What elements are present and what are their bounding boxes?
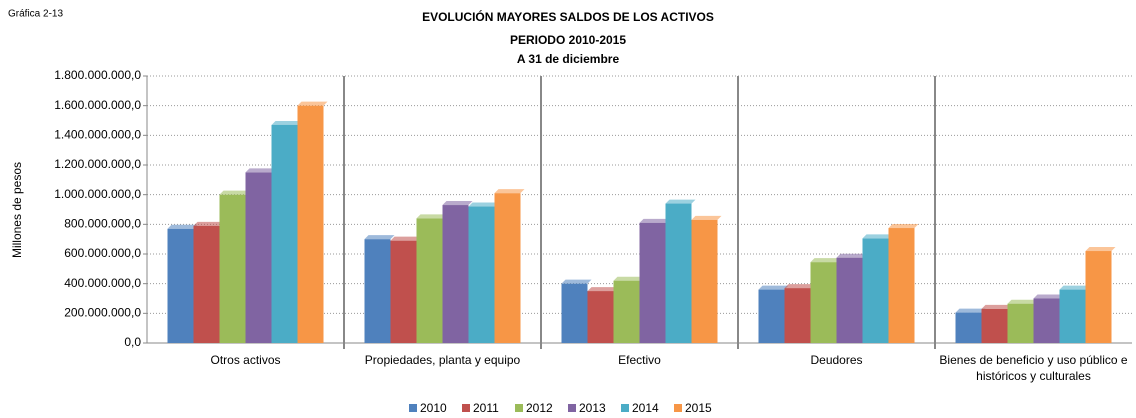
bar bbox=[888, 228, 915, 343]
bar bbox=[390, 240, 417, 343]
bar bbox=[494, 193, 521, 343]
bar bbox=[810, 262, 837, 343]
bar-top bbox=[665, 199, 696, 204]
y-tick-label: 1.400.000.000,0 bbox=[54, 128, 141, 142]
y-tick-label: 400.000.000,0 bbox=[64, 276, 141, 290]
bar bbox=[639, 222, 666, 343]
bar-top bbox=[494, 189, 525, 194]
y-tick-label: 0,0 bbox=[124, 335, 141, 349]
bar bbox=[613, 280, 640, 343]
chart-title: EVOLUCIÓN MAYORES SALDOS DE LOS ACTIVOS bbox=[422, 9, 714, 24]
bar-top bbox=[639, 218, 670, 223]
y-tick-label: 600.000.000,0 bbox=[64, 246, 141, 260]
legend-label: 2014 bbox=[632, 401, 659, 415]
legend-label: 2013 bbox=[579, 401, 606, 415]
bar-top bbox=[219, 190, 250, 195]
bar-top bbox=[691, 215, 722, 220]
bar-top bbox=[297, 101, 328, 106]
y-tick-label: 1.600.000.000,0 bbox=[54, 98, 141, 112]
bar bbox=[1007, 303, 1034, 343]
legend-label: 2010 bbox=[420, 401, 447, 415]
y-tick-label: 1.800.000.000,0 bbox=[54, 68, 141, 82]
legend-label: 2012 bbox=[526, 401, 553, 415]
bar bbox=[297, 105, 324, 344]
legend-label: 2011 bbox=[473, 401, 499, 415]
bar-top bbox=[442, 201, 473, 206]
bar-top bbox=[1059, 285, 1090, 290]
chart-subtitle: A 31 de diciembre bbox=[517, 52, 620, 66]
bar-top bbox=[193, 221, 224, 226]
bar-top bbox=[416, 214, 447, 219]
bar bbox=[691, 219, 718, 343]
bar bbox=[1085, 251, 1112, 343]
bar bbox=[981, 308, 1008, 343]
x-tick-label: Otros activos bbox=[210, 353, 281, 367]
bar-top bbox=[862, 234, 893, 239]
bar-top bbox=[981, 304, 1012, 309]
y-tick-label: 800.000.000,0 bbox=[64, 217, 141, 231]
bar bbox=[758, 289, 785, 343]
bar bbox=[271, 124, 298, 343]
bar bbox=[561, 283, 588, 343]
legend-swatch bbox=[621, 404, 629, 412]
bar-top bbox=[245, 168, 276, 173]
bar bbox=[1033, 298, 1060, 343]
bar bbox=[955, 312, 982, 343]
bar-top bbox=[758, 285, 789, 290]
legend-swatch bbox=[515, 404, 523, 412]
bar bbox=[245, 172, 272, 343]
bar bbox=[219, 194, 246, 343]
legend-swatch bbox=[409, 404, 417, 412]
bar-top bbox=[1007, 299, 1038, 304]
x-tick-label: Deudores bbox=[810, 353, 863, 367]
bar bbox=[836, 257, 863, 343]
bar bbox=[468, 206, 495, 343]
bar-top bbox=[613, 276, 644, 281]
bar-top bbox=[561, 279, 592, 284]
bar-top bbox=[1085, 247, 1116, 252]
x-tick-label: Efectivo bbox=[618, 353, 661, 367]
bar bbox=[416, 218, 443, 343]
bar-top bbox=[955, 308, 986, 313]
legend-swatch bbox=[568, 404, 576, 412]
bar-top bbox=[271, 120, 302, 125]
bar-top bbox=[390, 236, 421, 241]
bar-top bbox=[364, 235, 395, 240]
bar bbox=[442, 205, 469, 343]
y-tick-label: 200.000.000,0 bbox=[64, 306, 141, 320]
bar-top bbox=[784, 284, 815, 289]
legend-swatch bbox=[462, 404, 470, 412]
x-tick-label: Propiedades, planta y equipo bbox=[364, 353, 521, 367]
bar-top bbox=[468, 202, 499, 207]
bar-top bbox=[587, 287, 618, 292]
y-tick-label: 1.200.000.000,0 bbox=[54, 157, 141, 171]
bar-top bbox=[167, 224, 198, 229]
legend-label: 2015 bbox=[685, 401, 712, 415]
y-tick-label: 1.000.000.000,0 bbox=[54, 187, 141, 201]
bar-top bbox=[888, 224, 919, 229]
bar-top bbox=[836, 253, 867, 258]
bar bbox=[665, 203, 692, 343]
bar bbox=[1059, 289, 1086, 343]
bar bbox=[364, 239, 391, 343]
y-axis-label: Millones de pesos bbox=[10, 162, 24, 258]
bar bbox=[587, 291, 614, 343]
bar bbox=[193, 225, 220, 343]
bar bbox=[862, 238, 889, 343]
x-tick-label: Bienes de beneficio y uso público e hist… bbox=[939, 353, 1128, 383]
bar-top bbox=[810, 258, 841, 263]
legend-swatch bbox=[674, 404, 682, 412]
bar bbox=[167, 228, 194, 343]
chart-subtitle: PERIODO 2010-2015 bbox=[510, 33, 626, 47]
bar-top bbox=[1033, 294, 1064, 299]
figure-label: Gráfica 2-13 bbox=[8, 9, 63, 20]
bar bbox=[784, 288, 811, 343]
